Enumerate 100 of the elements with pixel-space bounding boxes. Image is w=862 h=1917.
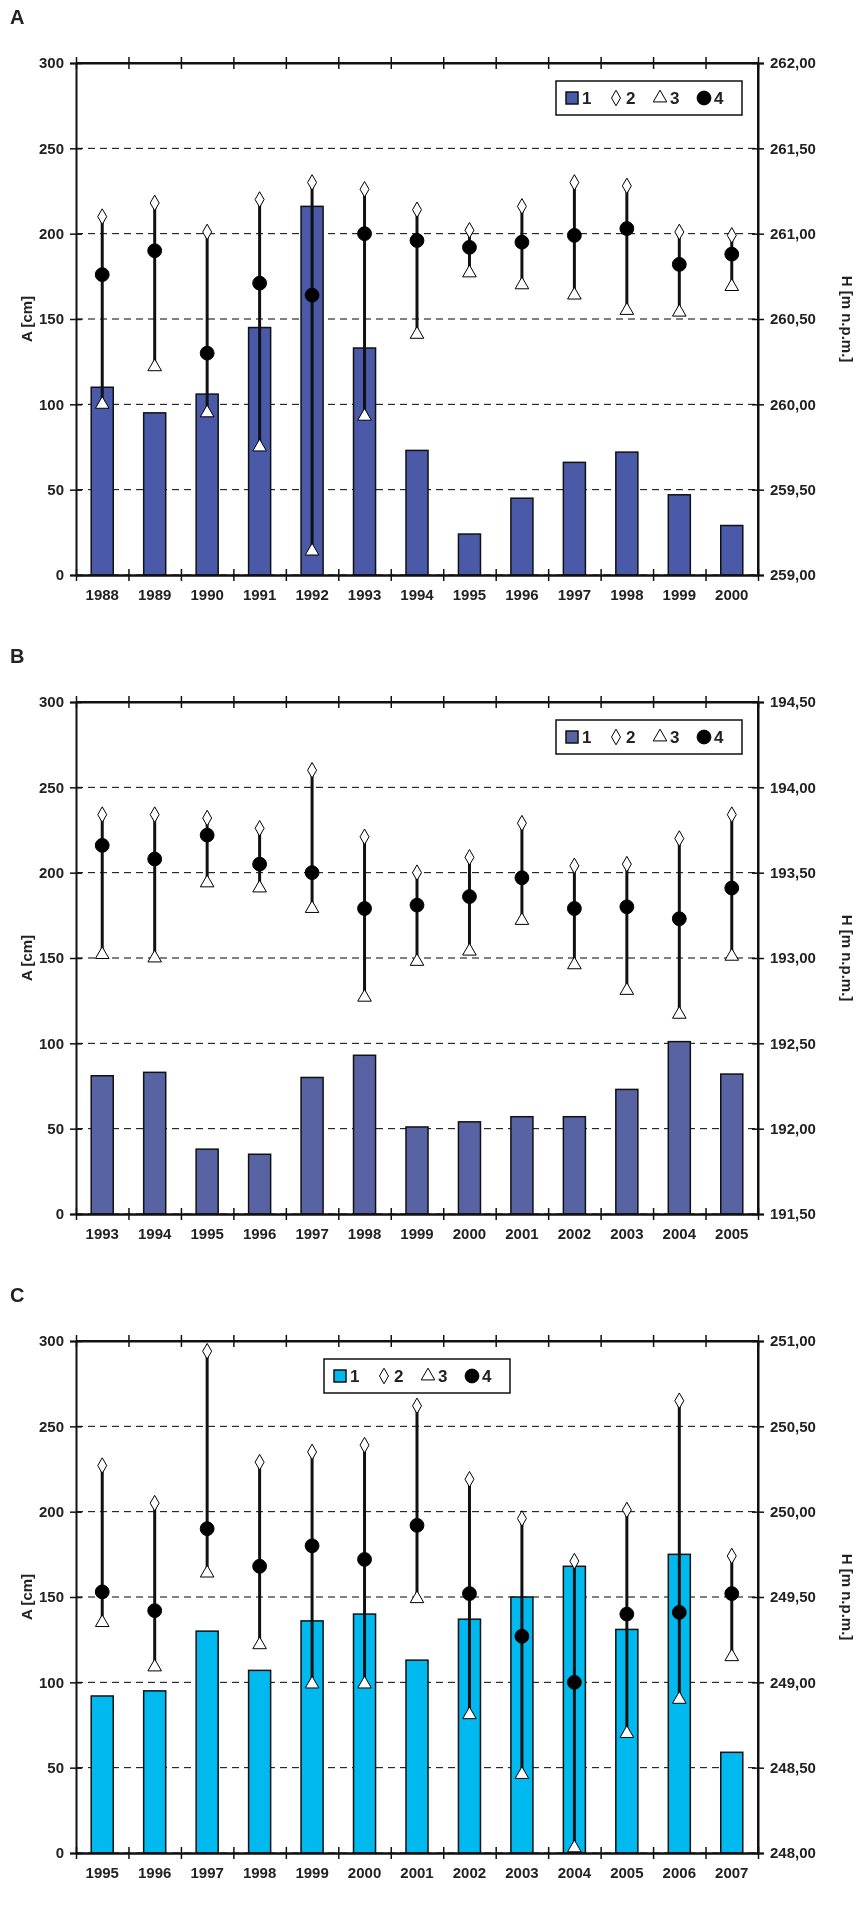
point (567, 286, 582, 300)
point (199, 404, 215, 418)
x-tick-label: 1993 (85, 1224, 119, 1242)
x-tick-label: 1999 (400, 1224, 434, 1242)
legend-label: 1 (350, 1367, 360, 1386)
x-tick-label: 1993 (347, 585, 382, 603)
point (199, 1521, 215, 1537)
point (619, 982, 635, 995)
x-tick-label: 1999 (295, 1863, 329, 1881)
x-tick-label: 1998 (242, 1863, 277, 1881)
point (304, 865, 320, 881)
point (252, 275, 268, 291)
point (514, 912, 530, 925)
y-tick-label: 0 (55, 1205, 64, 1223)
point (619, 1606, 635, 1622)
point (147, 1658, 162, 1672)
point (619, 221, 635, 236)
point (514, 234, 530, 250)
y2-tick-label: 262,00 (770, 54, 816, 72)
x-tick-label: 1994 (138, 1224, 173, 1242)
x-tick-label: 2000 (347, 1863, 382, 1881)
y2-tick-label: 261,50 (770, 139, 816, 157)
legend-label: 2 (626, 89, 636, 108)
x-tick-label: 1998 (347, 1224, 382, 1242)
x-tick-label: 1992 (295, 585, 329, 603)
point (409, 897, 425, 913)
y2-tick-label: 260,50 (770, 310, 816, 328)
point (94, 395, 110, 409)
y-tick-label: 100 (38, 1673, 64, 1691)
point (304, 1675, 320, 1689)
y-axis-title: A [cm] (18, 295, 35, 343)
y2-axis-title: H [m n.p.m.] (839, 275, 856, 363)
point (514, 1766, 530, 1779)
y2-tick-label: 251,00 (770, 1332, 816, 1350)
point (147, 851, 163, 867)
y-tick-label: 100 (38, 1034, 64, 1052)
x-tick-label: 1995 (452, 585, 487, 603)
y-tick-label: 50 (47, 1758, 64, 1776)
legend-label: 2 (394, 1367, 404, 1386)
x-tick-label: 2007 (715, 1863, 749, 1881)
y-tick-label: 200 (38, 863, 64, 881)
y2-tick-label: 260,00 (770, 395, 816, 413)
point (567, 956, 582, 970)
x-tick-label: 1995 (190, 1224, 224, 1242)
x-tick-label: 2001 (505, 1224, 539, 1242)
legend-label: 4 (714, 728, 724, 747)
point (199, 827, 215, 843)
x-tick-label: 2002 (452, 1863, 487, 1881)
point (672, 1005, 687, 1019)
point (409, 233, 425, 248)
point (409, 326, 425, 339)
legend-label: 1 (582, 89, 592, 108)
point (462, 942, 477, 956)
point (147, 949, 162, 963)
point (671, 1604, 687, 1620)
y2-axis-title: H [m n.p.m.] (839, 1553, 856, 1641)
y-tick-label: 250 (38, 1417, 64, 1435)
point (514, 276, 530, 290)
chart-title: C (10, 1284, 25, 1306)
point (199, 874, 215, 888)
y-axis-title: A [cm] (18, 934, 35, 982)
point (94, 1614, 110, 1628)
point (252, 1636, 267, 1650)
point (199, 345, 215, 361)
y-tick-label: 50 (47, 480, 64, 498)
y2-tick-label: 250,00 (770, 1502, 816, 1520)
x-tick-label: 1988 (85, 585, 119, 603)
point (566, 1674, 582, 1690)
y-tick-label: 250 (38, 139, 64, 157)
y2-tick-label: 250,50 (770, 1417, 816, 1435)
point (94, 946, 110, 960)
point (304, 287, 320, 303)
point (357, 1675, 372, 1689)
point (409, 953, 425, 966)
point (724, 1586, 740, 1601)
y2-tick-label: 259,50 (770, 480, 816, 498)
legend-label: 3 (670, 89, 680, 108)
y-tick-label: 200 (38, 224, 64, 242)
point (462, 239, 477, 255)
point (304, 542, 320, 556)
y2-tick-label: 194,00 (770, 778, 816, 796)
y2-tick-label: 193,50 (770, 863, 816, 881)
point (619, 1725, 635, 1738)
legend-label: 2 (626, 728, 636, 747)
x-tick-label: 1996 (505, 585, 539, 603)
y2-tick-label: 248,00 (770, 1844, 816, 1862)
x-tick-label: 1990 (190, 585, 224, 603)
x-tick-label: 1997 (190, 1863, 224, 1881)
legend-label: 1 (582, 728, 592, 747)
legend-label: 4 (714, 89, 724, 108)
point (252, 856, 268, 872)
point (304, 1538, 320, 1554)
legend-label: 3 (670, 728, 680, 747)
point (94, 837, 110, 853)
y2-tick-label: 248,50 (770, 1758, 816, 1776)
y2-tick-label: 192,00 (770, 1119, 816, 1137)
point (672, 303, 687, 317)
point (252, 438, 267, 452)
x-tick-label: 2000 (715, 585, 749, 603)
x-tick-label: 2005 (715, 1224, 749, 1242)
